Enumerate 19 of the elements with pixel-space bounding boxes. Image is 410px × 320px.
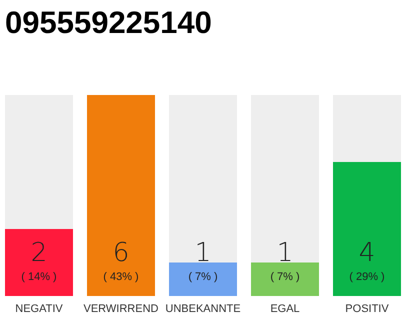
annotation: ( 43% ) (103, 271, 139, 283)
data-label: 4 (358, 238, 376, 268)
bar (169, 262, 237, 296)
x-tick-label: VERWIRREND (84, 303, 159, 315)
x-tick-label: UNBEKANNTE (165, 303, 241, 315)
data-label: 1 (276, 238, 294, 268)
x-tick-label: POSITIV (345, 303, 390, 315)
bar (87, 95, 155, 296)
annotation: ( 7% ) (270, 271, 300, 283)
annotation: ( 7% ) (188, 271, 218, 283)
data-label: 2 (30, 238, 48, 268)
bar (251, 262, 319, 296)
annotation: ( 29% ) (349, 271, 385, 283)
chart-title: 095559225140 (5, 5, 212, 40)
data-label: 1 (194, 238, 212, 268)
x-tick-label: EGAL (270, 303, 300, 315)
x-tick-label: NEGATIV (15, 303, 64, 315)
annotation: ( 14% ) (21, 271, 57, 283)
data-label: 6 (112, 238, 130, 268)
